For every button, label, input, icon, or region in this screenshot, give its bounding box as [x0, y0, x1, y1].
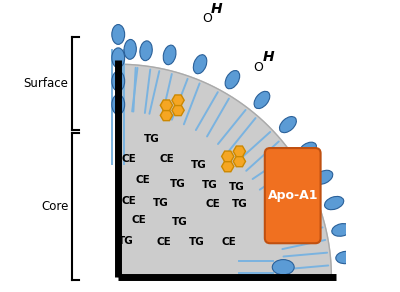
Ellipse shape — [314, 170, 333, 184]
Text: CE: CE — [159, 154, 174, 164]
Ellipse shape — [112, 95, 125, 114]
Text: Surface: Surface — [24, 77, 69, 90]
Text: TG: TG — [191, 160, 206, 170]
Ellipse shape — [299, 142, 316, 157]
Text: TG: TG — [229, 182, 244, 192]
Ellipse shape — [112, 71, 125, 91]
Ellipse shape — [254, 91, 270, 109]
Text: H: H — [263, 50, 274, 64]
Text: O: O — [254, 61, 263, 74]
Ellipse shape — [112, 25, 125, 44]
Text: TG: TG — [202, 180, 218, 190]
Ellipse shape — [193, 55, 207, 74]
Text: Apo-A1: Apo-A1 — [268, 189, 318, 202]
Text: CE: CE — [206, 199, 220, 209]
Text: O: O — [202, 13, 212, 25]
Text: CE: CE — [222, 237, 236, 247]
Ellipse shape — [332, 224, 351, 236]
Text: CE: CE — [121, 197, 136, 206]
Text: TG: TG — [170, 179, 186, 189]
Text: Core: Core — [41, 200, 69, 213]
Ellipse shape — [225, 71, 240, 89]
Ellipse shape — [336, 251, 356, 264]
Ellipse shape — [272, 260, 294, 275]
FancyBboxPatch shape — [265, 148, 320, 243]
Text: H: H — [210, 2, 222, 16]
Ellipse shape — [112, 48, 125, 68]
Ellipse shape — [324, 197, 344, 210]
Ellipse shape — [140, 41, 152, 61]
Text: TG: TG — [172, 217, 188, 227]
Ellipse shape — [163, 45, 176, 65]
Text: CE: CE — [131, 215, 146, 225]
Text: TG: TG — [189, 237, 205, 247]
Text: TG: TG — [153, 198, 168, 208]
Ellipse shape — [280, 117, 296, 133]
Polygon shape — [118, 64, 331, 277]
Text: CE: CE — [156, 237, 171, 247]
Text: TG: TG — [232, 199, 247, 209]
Ellipse shape — [124, 39, 136, 59]
Text: CE: CE — [136, 175, 150, 185]
Text: TG: TG — [144, 134, 160, 144]
Text: CE: CE — [121, 154, 136, 164]
Text: TG: TG — [118, 236, 134, 246]
